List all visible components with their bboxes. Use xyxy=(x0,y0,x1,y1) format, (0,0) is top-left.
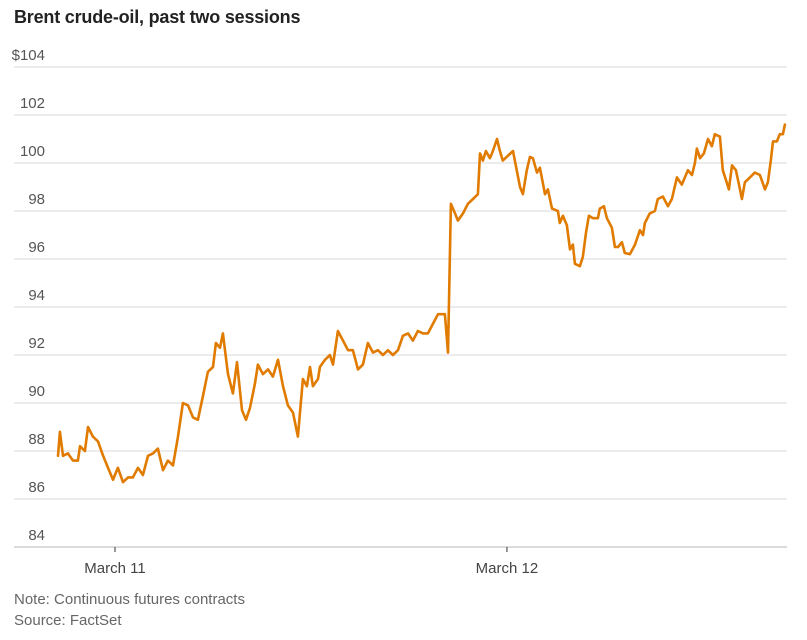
y-tick-label: 102 xyxy=(20,95,45,112)
footnote: Note: Continuous futures contracts xyxy=(14,591,245,608)
y-tick-label: 98 xyxy=(28,191,45,208)
y-tick-label: $104 xyxy=(12,47,45,64)
x-tick-label: March 12 xyxy=(476,560,539,577)
y-tick-label: 88 xyxy=(28,431,45,448)
y-tick-label: 96 xyxy=(28,239,45,256)
source-note: Source: FactSet xyxy=(14,612,122,629)
x-tick-label: March 11 xyxy=(84,560,145,577)
y-tick-label: 84 xyxy=(28,527,45,544)
series-line-brent xyxy=(56,123,787,484)
y-tick-label: 92 xyxy=(28,335,45,352)
gridlines xyxy=(14,66,787,548)
x-axis: March 11 March 12 xyxy=(84,547,538,577)
chart-title: Brent crude-oil, past two sessions xyxy=(14,7,301,27)
y-tick-label: 94 xyxy=(28,287,45,304)
y-tick-label: 86 xyxy=(28,479,45,496)
y-tick-label: 90 xyxy=(28,383,45,400)
y-axis-labels: $104 102 100 98 96 94 92 90 88 86 84 xyxy=(12,47,45,544)
y-tick-label: 100 xyxy=(20,143,45,160)
